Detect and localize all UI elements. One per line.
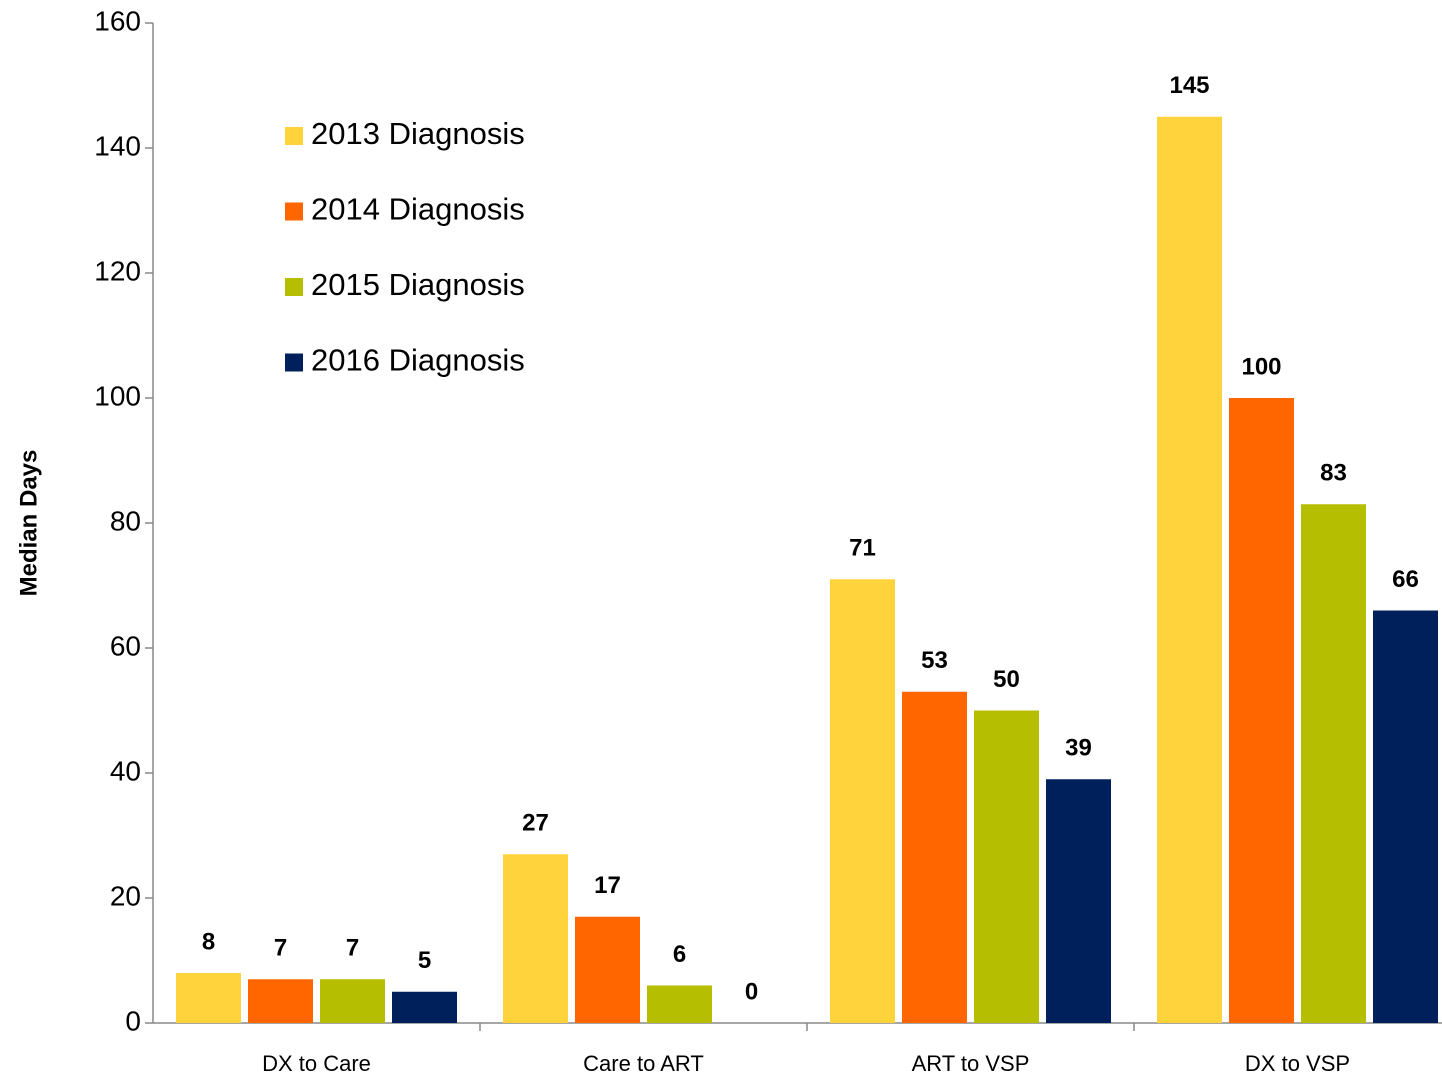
legend-label: 2015 Diagnosis [311,267,525,302]
value-label: 83 [1320,460,1347,487]
x-tick-label: DX to Care [262,1051,371,1076]
value-label: 5 [418,947,431,974]
bar [1301,504,1366,1023]
value-label: 53 [921,647,948,674]
value-label: 145 [1169,72,1209,99]
bar [575,916,640,1023]
bar [503,854,568,1023]
bar [1157,116,1222,1023]
y-tick-label: 80 [110,505,141,536]
value-label: 100 [1241,353,1281,380]
y-tick-label: 20 [110,880,141,911]
y-tick-label: 40 [110,755,141,786]
bar [830,579,895,1023]
x-tick-label: ART to VSP [912,1051,1030,1076]
x-tick-label: Care to ART [583,1051,704,1076]
value-label: 6 [673,941,686,968]
value-label: 7 [274,935,287,962]
legend-label: 2013 Diagnosis [311,116,525,151]
bar [1373,610,1438,1023]
value-label: 7 [346,935,359,962]
y-tick-label: 0 [125,1005,141,1036]
y-tick-label: 160 [94,5,141,36]
value-label: 50 [993,666,1020,693]
legend-swatch [285,127,303,145]
bar [902,691,967,1023]
bar [176,973,241,1023]
legend-label: 2016 Diagnosis [311,343,525,378]
bar [1229,398,1294,1023]
value-label: 71 [849,535,876,562]
value-label: 0 [745,978,758,1005]
bar [647,985,712,1023]
legend-label: 2014 Diagnosis [311,192,525,227]
legend-swatch [285,202,303,221]
value-label: 66 [1392,566,1419,593]
value-label: 27 [522,810,549,837]
bar [1046,779,1111,1023]
x-tick-label: DX to VSP [1245,1051,1350,1076]
bar [974,710,1039,1023]
y-tick-label: 120 [94,255,141,286]
bar [320,979,385,1023]
legend-swatch [285,278,303,296]
value-label: 39 [1065,735,1092,762]
bar [392,991,457,1023]
bar [248,979,313,1023]
y-tick-label: 140 [94,130,141,161]
y-tick-label: 100 [94,380,141,411]
value-label: 17 [594,872,621,899]
legend-swatch [285,353,303,372]
y-tick-label: 60 [110,630,141,661]
value-label: 8 [202,928,215,955]
y-axis-title: Median Days [15,450,42,597]
